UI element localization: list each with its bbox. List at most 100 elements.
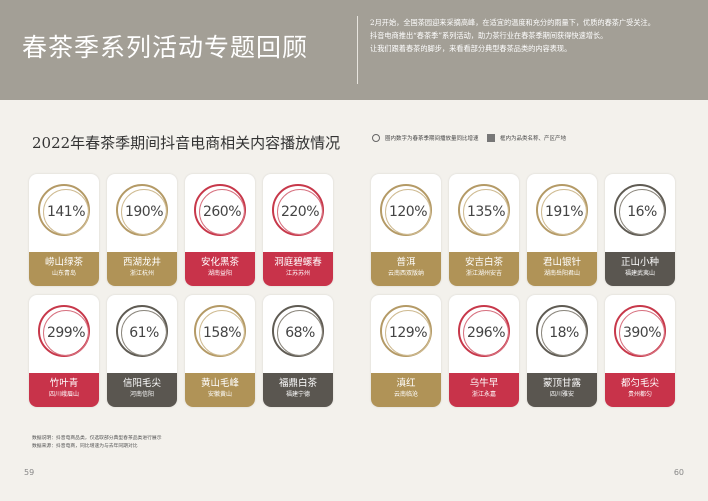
- tea-card: 61% 信阳毛尖 河南信阳: [107, 295, 177, 407]
- tea-name: 竹叶青: [49, 378, 79, 389]
- growth-ring-inner: [43, 310, 89, 356]
- growth-percent: 61%: [129, 325, 159, 341]
- header-divider: [357, 16, 358, 84]
- tea-label-bar: 安吉白茶浙江湖州安吉: [449, 252, 519, 286]
- tea-name: 正山小种: [620, 257, 659, 268]
- tea-name: 蒙顶甘露: [542, 378, 581, 389]
- growth-ring-inner: [541, 189, 587, 235]
- tea-name: 乌牛早: [469, 378, 499, 389]
- tea-label-bar: 君山银针湖南岳阳君山: [527, 252, 597, 286]
- tea-name: 滇红: [396, 378, 416, 389]
- tea-region: 安徽黄山: [207, 391, 232, 398]
- growth-ring: 141%: [38, 184, 90, 236]
- growth-ring: 61%: [116, 305, 168, 357]
- growth-ring-inner: [121, 310, 167, 356]
- tea-name: 福鼎白茶: [278, 378, 317, 389]
- tea-label-bar: 崂山绿茶 山东青岛: [29, 252, 99, 286]
- growth-ring: 68%: [272, 305, 324, 357]
- tea-label-bar: 乌牛早 浙江永嘉: [449, 373, 519, 407]
- intro-text: 2月开始，全国茶园迎来采摘高峰，在适宜的温度和充分的雨量下，优质的春茶广受关注。…: [370, 16, 692, 55]
- tea-region: 四川峨眉山: [48, 391, 79, 398]
- tea-name: 普洱: [396, 257, 416, 268]
- circle-legend-icon: [372, 134, 380, 142]
- tea-label-bar: 滇红 云南临沧: [371, 373, 441, 407]
- tea-label-bar: 安化黑茶 湖南益阳: [185, 252, 255, 286]
- tea-card: 135% 安吉白茶浙江湖州安吉: [449, 174, 519, 286]
- tea-label-bar: 正山小种 福建武夷山: [605, 252, 675, 286]
- tea-region: 浙江永嘉: [471, 391, 496, 398]
- growth-ring-inner: [385, 310, 431, 356]
- growth-percent: 299%: [46, 325, 86, 341]
- growth-ring-inner: [541, 310, 587, 356]
- growth-ring: 296%: [458, 305, 510, 357]
- tea-card: 260% 安化黑茶 湖南益阳: [185, 174, 255, 286]
- tea-card: 129% 滇红 云南临沧: [371, 295, 441, 407]
- tea-label-bar: 竹叶青 四川峨眉山: [29, 373, 99, 407]
- growth-percent: 190%: [124, 204, 164, 220]
- tea-name: 洞庭碧螺春: [274, 257, 322, 268]
- footnote: 数据说明：抖音电商品类，仅选取部分典型春茶品类进行展示: [32, 436, 162, 441]
- growth-ring-inner: [385, 189, 431, 235]
- growth-percent: 135%: [466, 204, 506, 220]
- tea-region: 福建武夷山: [624, 270, 655, 277]
- growth-ring: 220%: [272, 184, 324, 236]
- tea-region: 云南临沧: [393, 391, 418, 398]
- legend-square-label: 框内为品类名称、产区产地: [500, 136, 567, 142]
- tea-name: 黄山毛峰: [200, 378, 239, 389]
- growth-ring-inner: [121, 189, 167, 235]
- intro-line: 抖音电商推出“春茶季”系列活动，助力茶行业在春茶季期间获得快速增长。: [370, 31, 608, 40]
- growth-ring-inner: [43, 189, 89, 235]
- growth-percent: 390%: [622, 325, 662, 341]
- intro-line: 2月开始，全国茶园迎来采摘高峰，在适宜的温度和充分的雨量下，优质的春茶广受关注。: [370, 18, 655, 27]
- footnotes: 数据说明：抖音电商品类，仅选取部分典型春茶品类进行展示 数据来源：抖音电商，同比…: [32, 435, 332, 451]
- tea-region: 云南西双版纳: [387, 270, 424, 277]
- tea-region: 山东青岛: [51, 270, 76, 277]
- footnote: 数据来源：抖音电商，同比增速为与去年同期对比: [32, 444, 138, 449]
- tea-name: 西湖龙井: [122, 257, 161, 268]
- growth-percent: 220%: [280, 204, 320, 220]
- growth-ring-inner: [619, 310, 665, 356]
- tea-name: 信阳毛尖: [122, 378, 161, 389]
- tea-region: 福建宁德: [285, 391, 310, 398]
- growth-ring: 18%: [536, 305, 588, 357]
- growth-ring: 16%: [614, 184, 666, 236]
- tea-label-bar: 普洱 云南西双版纳: [371, 252, 441, 286]
- tea-card: 141% 崂山绿茶山东青岛: [29, 174, 99, 286]
- growth-ring-inner: [199, 310, 245, 356]
- tea-name: 安吉白茶: [464, 257, 503, 268]
- legend-circle: 圈内数字为春茶季期间播放量同比增速: [372, 134, 479, 142]
- tea-label-bar: 黄山毛峰 安徽黄山: [185, 373, 255, 407]
- growth-ring: 120%: [380, 184, 432, 236]
- tea-card: 190% 西湖龙井 浙江杭州: [107, 174, 177, 286]
- tea-region: 湖南益阳: [207, 270, 232, 277]
- square-legend-icon: [487, 134, 495, 142]
- growth-ring: 260%: [194, 184, 246, 236]
- tea-label-bar: 信阳毛尖 河南信阳: [107, 373, 177, 407]
- tea-card: 120% 普洱云南西双版纳: [371, 174, 441, 286]
- page-title: 春茶季系列活动专题回顾: [22, 33, 309, 62]
- growth-ring-inner: [463, 310, 509, 356]
- growth-ring-inner: [463, 189, 509, 235]
- page-number-right: 60: [673, 468, 684, 477]
- growth-percent: 120%: [388, 204, 428, 220]
- growth-ring-inner: [277, 189, 323, 235]
- growth-percent: 68%: [285, 325, 315, 341]
- growth-ring-inner: [619, 189, 665, 235]
- growth-ring-inner: [277, 310, 323, 356]
- growth-percent: 296%: [466, 325, 506, 341]
- tea-card: 68% 福鼎白茶福建宁德: [263, 295, 333, 407]
- section-title: 2022年春茶季期间抖音电商相关内容播放情况: [32, 134, 341, 152]
- tea-region: 江苏苏州: [285, 270, 310, 277]
- growth-ring-inner: [199, 189, 245, 235]
- tea-label-bar: 都匀毛尖 贵州都匀: [605, 373, 675, 407]
- tea-region: 湖南岳阳君山: [543, 270, 580, 277]
- tea-card: 158% 黄山毛峰安徽黄山: [185, 295, 255, 407]
- tea-card: 390% 都匀毛尖 贵州都匀: [605, 295, 675, 407]
- tea-name: 君山银针: [542, 257, 581, 268]
- tea-region: 浙江湖州安吉: [465, 270, 502, 277]
- tea-name: 都匀毛尖: [620, 378, 659, 389]
- tea-name: 崂山绿茶: [44, 257, 83, 268]
- growth-ring: 158%: [194, 305, 246, 357]
- tea-label-bar: 西湖龙井 浙江杭州: [107, 252, 177, 286]
- tea-label-bar: 洞庭碧螺春 江苏苏州: [263, 252, 333, 286]
